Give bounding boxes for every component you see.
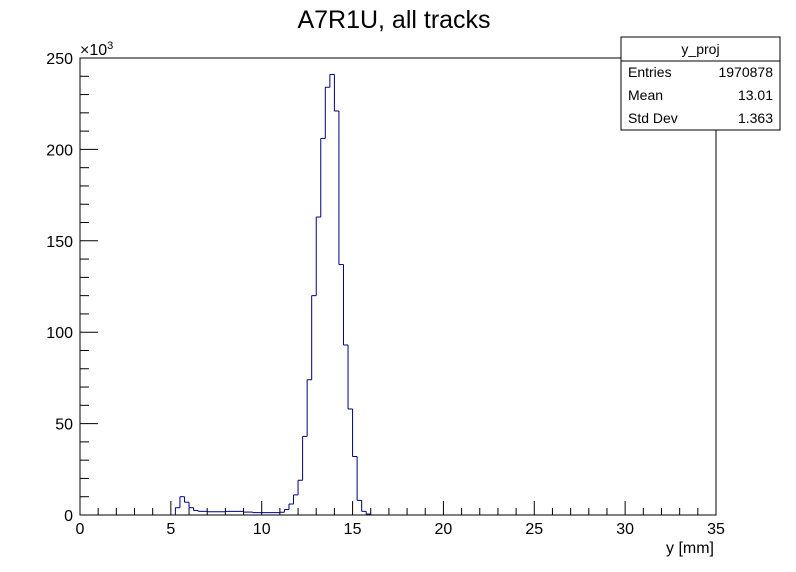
x-tick-label: 10 xyxy=(253,521,271,538)
stats-box: y_proj Entries 1970878 Mean 13.01 Std Dev 1.36… xyxy=(620,36,781,131)
stats-row-label: Mean xyxy=(628,87,663,103)
x-tick-label: 20 xyxy=(435,521,453,538)
y-tick-label: 250 xyxy=(46,51,73,68)
y-tick-label: 150 xyxy=(46,234,73,251)
y-tick-label: 50 xyxy=(55,417,73,434)
x-tick-label: 15 xyxy=(344,521,362,538)
plot-frame xyxy=(79,57,717,516)
stats-row-label: Entries xyxy=(628,64,672,80)
x-tick-label: 30 xyxy=(616,521,634,538)
x-axis-title: y [mm] xyxy=(666,540,714,557)
y-tick-label: 100 xyxy=(46,325,73,342)
stats-box-name: y_proj xyxy=(681,41,719,57)
x-tick-label: 35 xyxy=(707,521,725,538)
y-tick-label: 0 xyxy=(64,508,73,525)
stats-box-frame xyxy=(620,36,781,131)
stats-row-value: 1.363 xyxy=(738,110,773,126)
stats-row-value: 13.01 xyxy=(738,87,773,103)
stats-row-label: Std Dev xyxy=(628,110,678,126)
y-multiplier-label: ×103 xyxy=(80,40,113,59)
y-tick-label: 200 xyxy=(46,142,73,159)
x-tick-label: 5 xyxy=(166,521,175,538)
stats-row-value: 1970878 xyxy=(718,64,773,80)
x-tick-label: 0 xyxy=(76,521,85,538)
x-tick-label: 25 xyxy=(525,521,543,538)
chart-title: A7R1U, all tracks xyxy=(297,6,490,34)
